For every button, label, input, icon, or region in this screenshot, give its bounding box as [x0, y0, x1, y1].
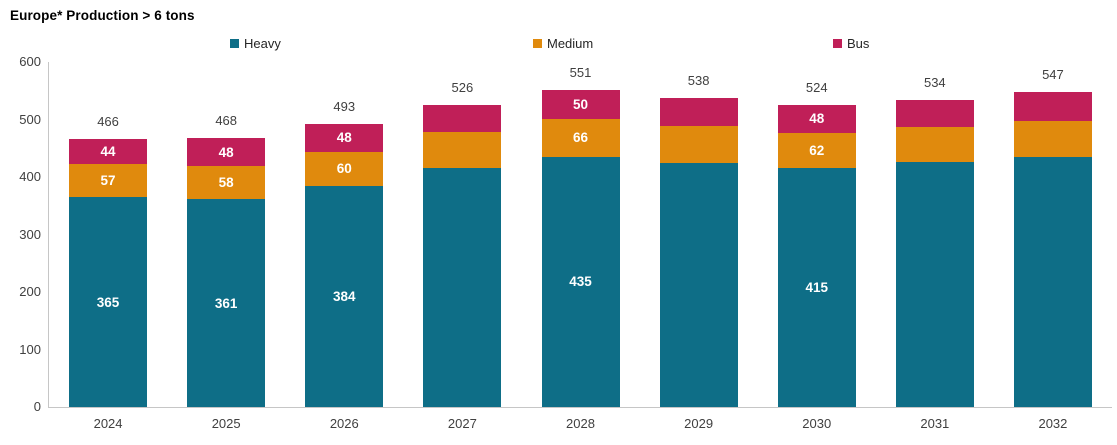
segment-value-label: 48: [809, 111, 825, 127]
x-axis-tick-label: 2024: [93, 416, 123, 431]
y-axis-tick-label: 100: [19, 341, 41, 357]
stacked-bar-2032: [1013, 92, 1092, 407]
segment-value-label: 50: [572, 97, 589, 113]
y-axis-tick-label: 200: [19, 284, 41, 299]
segment-value-label: 384: [333, 289, 356, 305]
legend: Heavy Medium Bus: [0, 36, 1117, 54]
bar-segment-bus-2030: 48: [777, 105, 856, 133]
stacked-bar-2030: 48 62 415: [777, 105, 856, 407]
bar-segment-heavy-2028: 435: [541, 156, 620, 407]
legend-swatch-heavy-icon: [230, 39, 239, 48]
bar-total-label: 524: [805, 80, 828, 96]
x-axis-tick-label: 2029: [684, 416, 714, 431]
y-axis-tick-label: 400: [19, 169, 41, 184]
bar-total-label: 538: [687, 72, 710, 88]
legend-swatch-medium-icon: [533, 39, 542, 48]
x-axis-tick-label: 2031: [920, 416, 950, 431]
bar-segment-heavy-2025: 361: [187, 199, 266, 407]
bar-segment-medium-2028: 66: [541, 118, 620, 157]
x-axis-tick-label: 2030: [802, 416, 832, 431]
legend-swatch-bus-icon: [833, 39, 842, 48]
bar-total-label: 493: [333, 99, 356, 115]
bar-segment-bus-2027: [423, 104, 502, 133]
bar-segment-bus-2029: [659, 97, 738, 126]
bar-total-label: 547: [1042, 67, 1064, 83]
legend-item-bus: Bus: [833, 36, 869, 51]
stacked-bar-2025: 48 58 361: [187, 138, 266, 407]
bar-segment-medium-2027: [423, 132, 502, 169]
stacked-bar-2026: 48 60 384: [305, 124, 384, 407]
bar-segment-medium-2030: 62: [777, 132, 856, 169]
legend-label-heavy: Heavy: [244, 36, 281, 51]
bar-total-label: 466: [97, 114, 119, 130]
segment-value-label: 44: [100, 144, 116, 160]
bar-segment-medium-2026: 60: [305, 151, 384, 187]
bar-segment-medium-2025: 58: [187, 166, 266, 200]
stacked-bar-2029: [659, 97, 738, 407]
y-axis-tick-label: 500: [19, 111, 41, 127]
segment-value-label: 435: [569, 274, 592, 290]
bar-segment-medium-2032: [1013, 121, 1092, 158]
segment-value-label: 60: [336, 161, 352, 177]
y-axis-line: [48, 62, 49, 407]
legend-item-heavy: Heavy: [230, 36, 281, 51]
bar-segment-bus-2024: 44: [69, 139, 148, 165]
bar-total-label: 526: [451, 79, 474, 95]
bar-total-label: 534: [923, 74, 946, 90]
bar-segment-heavy-2029: [659, 162, 738, 407]
bar-segment-heavy-2030: 415: [777, 168, 856, 407]
y-axis-tick-label: 600: [19, 54, 41, 69]
y-axis-tick-label: 0: [33, 399, 41, 414]
bar-segment-bus-2028: 50: [541, 90, 620, 119]
bar-segment-heavy-2031: [895, 162, 974, 407]
bar-total-label: 468: [215, 113, 238, 129]
x-axis-tick-label: 2032: [1038, 416, 1068, 431]
x-axis-line: [48, 407, 1112, 408]
bar-segment-heavy-2026: 384: [305, 186, 384, 407]
x-axis-tick-label: 2025: [211, 416, 241, 431]
segment-value-label: 361: [214, 295, 238, 311]
bar-segment-bus-2031: [895, 99, 974, 127]
bar-segment-bus-2032: [1013, 92, 1092, 122]
bar-segment-bus-2026: 48: [305, 124, 384, 152]
segment-value-label: 57: [100, 173, 116, 189]
bar-segment-bus-2025: 48: [187, 138, 266, 167]
segment-value-label: 365: [96, 294, 120, 310]
bar-segment-medium-2024: 57: [69, 164, 148, 198]
stacked-bar-2031: [895, 99, 974, 407]
bar-total-label: 551: [569, 65, 592, 81]
segment-value-label: 48: [218, 144, 234, 160]
segment-value-label: 58: [218, 175, 234, 191]
bar-segment-heavy-2024: 365: [69, 197, 148, 407]
stacked-bar-2024: 44 57 365: [69, 139, 148, 407]
bar-segment-heavy-2027: [423, 168, 502, 407]
segment-value-label: 415: [805, 280, 828, 296]
bar-segment-heavy-2032: [1013, 157, 1092, 407]
bar-segment-medium-2031: [895, 126, 974, 163]
legend-label-medium: Medium: [547, 36, 594, 51]
legend-item-medium: Medium: [533, 36, 593, 51]
legend-label-bus: Bus: [847, 36, 870, 51]
x-axis-tick-label: 2028: [566, 416, 595, 431]
x-axis-tick-label: 2027: [447, 416, 477, 431]
stacked-bar-2028: 50 66 435: [541, 90, 620, 407]
chart-title: Europe* Production > 6 tons: [10, 8, 195, 23]
y-axis-tick-label: 300: [19, 226, 41, 242]
segment-value-label: 62: [809, 143, 825, 159]
bar-segment-medium-2029: [659, 125, 738, 163]
segment-value-label: 66: [572, 130, 589, 146]
stacked-bar-2027: [423, 104, 502, 407]
segment-value-label: 48: [336, 130, 352, 146]
x-axis-tick-label: 2026: [329, 416, 359, 431]
